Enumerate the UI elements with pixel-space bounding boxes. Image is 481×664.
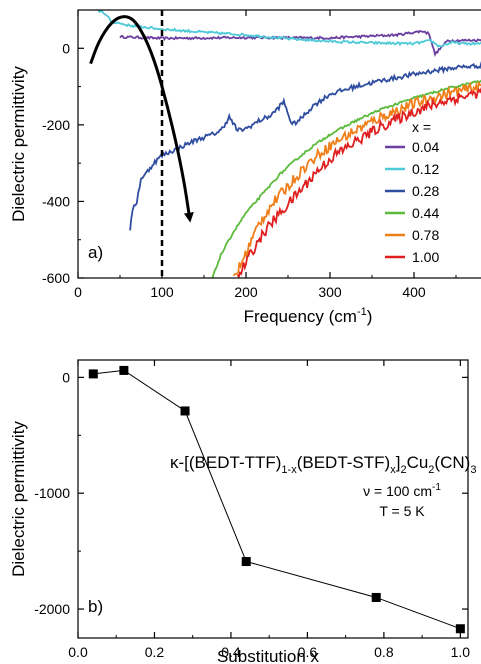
legend-label: 0.28 xyxy=(412,183,439,199)
formula-part: 2 xyxy=(400,464,406,476)
x-tick-label: 0.6 xyxy=(298,644,318,660)
series-line-1.00 xyxy=(236,86,481,278)
legend-label: 0.12 xyxy=(412,161,439,177)
formula-part: κ-[(BEDT-TTF) xyxy=(170,453,281,472)
panel-a-frame xyxy=(77,9,481,279)
legend-label: 1.00 xyxy=(412,249,439,265)
panel-a: 0100200300400500-600-400-2000 a) Frequen… xyxy=(9,9,481,326)
panel-b-series-group xyxy=(88,365,465,634)
series-line-0.28 xyxy=(129,60,481,231)
legend-label: 0.44 xyxy=(412,205,439,221)
panel-a-series-group xyxy=(94,10,481,278)
series-line-0.78 xyxy=(232,81,481,277)
x-tick-label: 100 xyxy=(150,284,174,300)
y-tick-label: 0 xyxy=(62,369,70,385)
formula-part: 2 xyxy=(428,464,434,476)
data-point-marker xyxy=(119,365,129,375)
legend-label: 0.78 xyxy=(412,227,439,243)
panel-b-frame xyxy=(77,359,469,639)
formula-part: 3 xyxy=(470,464,476,476)
series-line-0.12 xyxy=(94,10,481,48)
legend: x = 0.04 0.12 0.28 0.44 0.78 1.00 xyxy=(385,119,439,265)
panel-b-label: b) xyxy=(88,597,103,616)
x-tick-label: 1.0 xyxy=(451,644,471,660)
y-tick-label: -1000 xyxy=(34,485,70,501)
legend-label: 0.04 xyxy=(412,139,439,155)
x-tick-label: 200 xyxy=(234,284,258,300)
panel-b-ticks: 0.0 0.2 0.4 0.6 0.8 1.0 -2000 -1000 0 xyxy=(34,360,470,660)
compound-formula: κ-[(BEDT-TTF)1-x(BEDT-STF)x]2Cu2(CN)3 xyxy=(170,453,476,476)
panel-a-ticks: 0100200300400500-600-400-2000 xyxy=(42,9,457,300)
panel-a-y-axis-title: Dielectric permittivity xyxy=(9,66,28,222)
x-tick-label: 0 xyxy=(74,284,82,300)
formula-part: x xyxy=(390,464,396,476)
x-tick-label: 0.2 xyxy=(145,644,165,660)
data-point-marker xyxy=(371,592,381,602)
data-point-marker xyxy=(241,557,251,567)
formula-part: ] xyxy=(396,453,401,472)
x-tick-label: 0.4 xyxy=(221,644,241,660)
y-tick-label: -600 xyxy=(42,270,70,286)
data-point-marker xyxy=(455,624,465,634)
frequency-annotation: ν = 100 cm-1 xyxy=(363,482,441,499)
data-point-marker xyxy=(88,369,98,379)
panel-b: 0.0 0.2 0.4 0.6 0.8 1.0 -2000 -1000 0 b) Substit… xyxy=(9,359,476,664)
formula-part: (BEDT-STF) xyxy=(297,453,391,472)
panel-b-y-axis-title: Dielectric permittivity xyxy=(9,421,28,577)
legend-title: x = xyxy=(412,119,431,135)
x-tick-label: 0.0 xyxy=(68,644,88,660)
panel-b-x-axis-title: Substitution x xyxy=(217,647,320,664)
trend-arrow xyxy=(89,15,194,223)
formula-part: 1-x xyxy=(281,464,297,476)
x-tick-label: 0.8 xyxy=(374,644,394,660)
formula-part: Cu xyxy=(407,453,429,472)
panel-a-x-axis-title: Frequency (cm-1) xyxy=(244,306,373,326)
series-line xyxy=(93,369,461,630)
temperature-annotation: T = 5 K xyxy=(379,503,425,519)
series-line-0.04 xyxy=(119,29,481,57)
data-point-marker xyxy=(180,406,190,416)
x-tick-label: 300 xyxy=(318,284,342,300)
panel-a-label: a) xyxy=(88,243,103,262)
formula-part: (CN) xyxy=(434,453,470,472)
series-line-0.44 xyxy=(211,79,481,278)
y-tick-label: -2000 xyxy=(34,601,70,617)
y-tick-label: -400 xyxy=(42,193,70,209)
x-tick-label: 400 xyxy=(402,284,426,300)
y-tick-label: -200 xyxy=(42,117,70,133)
y-tick-label: 0 xyxy=(62,40,70,56)
